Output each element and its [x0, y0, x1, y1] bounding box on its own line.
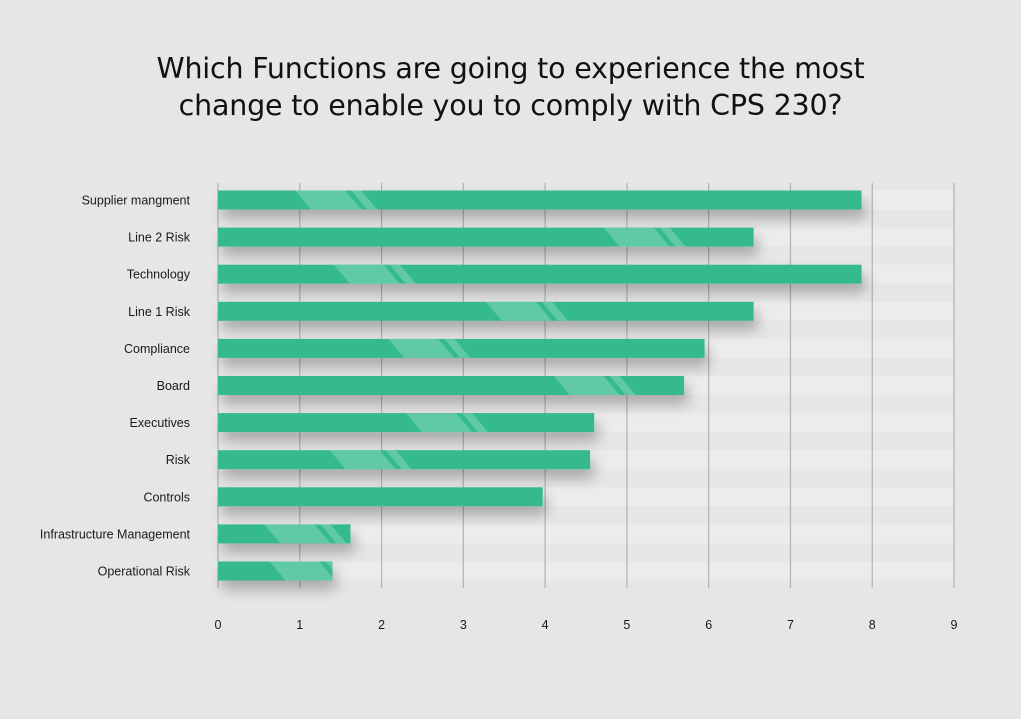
x-tick-label: 3 [460, 618, 467, 632]
bar [218, 450, 591, 470]
x-tick-label: 0 [215, 618, 222, 632]
bar-highlight [333, 264, 416, 284]
bar-track [218, 524, 954, 544]
x-tick-label: 1 [296, 618, 303, 632]
bar-highlight [264, 524, 347, 544]
bars [218, 190, 862, 581]
bar-highlight [329, 450, 412, 470]
bar-highlight [388, 338, 471, 358]
chart-title-line-1: Which Functions are going to experience … [156, 52, 865, 85]
category-labels: Supplier mangment Line 2 Risk Technology Li… [40, 194, 191, 579]
chart-title: Which Functions are going to experience … [0, 50, 1021, 124]
category-label: Line 2 Risk [128, 231, 191, 245]
category-label: Controls [143, 490, 190, 504]
bar-highlight [485, 301, 568, 321]
x-tick-label: 6 [705, 618, 712, 632]
category-label: Technology [127, 268, 191, 282]
x-tick-label: 2 [378, 618, 385, 632]
category-label: Line 1 Risk [128, 305, 191, 319]
x-tick-label: 9 [951, 618, 958, 632]
bar [218, 487, 543, 507]
x-tick-label: 5 [623, 618, 630, 632]
x-axis-tick-labels: 0 1 2 3 4 5 6 7 8 9 [215, 618, 958, 632]
bar-track [218, 561, 954, 581]
category-label: Risk [166, 453, 191, 467]
bar [218, 190, 862, 210]
category-label: Infrastructure Management [40, 527, 191, 541]
bar [218, 301, 754, 321]
category-label: Supplier mangment [82, 194, 191, 208]
bar-highlight [295, 190, 378, 210]
x-tick-label: 8 [869, 618, 876, 632]
category-label: Compliance [124, 342, 190, 356]
bar [218, 264, 862, 284]
bar-highlight [406, 413, 489, 433]
bar-highlight [553, 376, 636, 395]
chart-title-line-2: change to enable you to comply with CPS … [178, 89, 843, 122]
bar [218, 413, 595, 433]
x-tick-label: 7 [787, 618, 794, 632]
bar-highlight [603, 227, 686, 247]
category-label: Board [157, 379, 190, 393]
bar-highlight [269, 561, 333, 581]
x-tick-label: 4 [542, 618, 549, 632]
category-label: Executives [130, 416, 190, 430]
category-label: Operational Risk [98, 565, 191, 579]
